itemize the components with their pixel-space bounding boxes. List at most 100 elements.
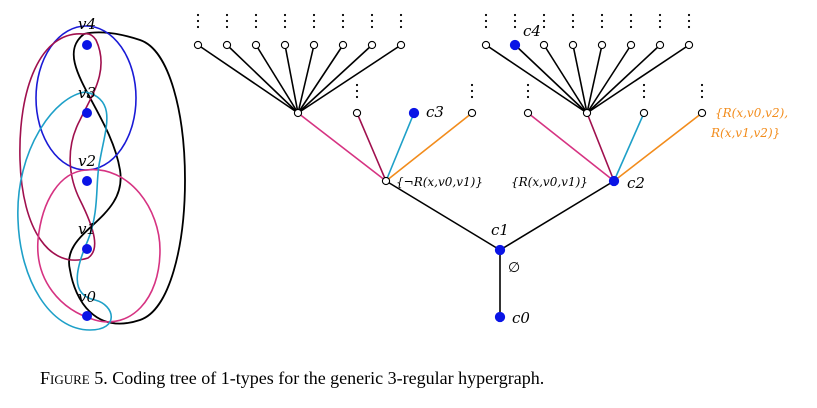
node-label-c0: c0 xyxy=(512,309,530,327)
leaf-ellipsis xyxy=(470,95,474,99)
edge-right-fan-3 xyxy=(572,44,588,114)
vertex-v2 xyxy=(82,176,92,186)
edge-label-orange-line1: {R(x,v0,v2), xyxy=(715,106,788,120)
edge-left-fan-4 xyxy=(297,44,315,114)
leaf-ellipsis xyxy=(355,83,359,87)
fan-ellipsis xyxy=(370,25,374,29)
vertex-label-v2: v2 xyxy=(78,152,96,170)
fan-ellipsis xyxy=(542,13,546,17)
fan-ellipsis xyxy=(687,25,691,29)
fan-ellipsis xyxy=(370,13,374,17)
tree-node-left-child-0 xyxy=(293,108,303,118)
tree-node-right-fan-3 xyxy=(568,40,578,50)
fan-ellipsis xyxy=(687,13,691,17)
fan-ellipsis xyxy=(225,19,229,23)
fan-ellipsis xyxy=(542,25,546,29)
fan-ellipsis xyxy=(484,13,488,17)
crimson-hyperedge-curve xyxy=(19,32,102,261)
tree-node-right-child-2 xyxy=(639,108,649,118)
fan-ellipsis xyxy=(254,19,258,23)
fan-ellipsis xyxy=(658,25,662,29)
edge-label-orange-line2: R(x,v1,v2)} xyxy=(710,126,780,140)
edge-left-fan-2 xyxy=(255,44,299,114)
fan-ellipsis xyxy=(283,13,287,17)
fan-ellipsis xyxy=(600,25,604,29)
edge-c1-left xyxy=(385,180,501,251)
tree-node-left-fan-7 xyxy=(396,40,406,50)
pink-hyperedge-curve xyxy=(37,168,161,323)
fan-ellipsis xyxy=(341,25,345,29)
leaf-ellipsis xyxy=(470,83,474,87)
tree-node-c3 xyxy=(408,107,420,119)
node-label-c3: c3 xyxy=(426,103,444,121)
leaf-ellipsis xyxy=(642,89,646,93)
vertex-v4 xyxy=(82,40,92,50)
tree-ellipses xyxy=(196,13,704,99)
edge-left-fan-5 xyxy=(297,44,344,114)
leaf-ellipsis xyxy=(355,89,359,93)
fan-ellipsis xyxy=(542,19,546,23)
fan-ellipsis xyxy=(600,19,604,23)
leaf-ellipsis xyxy=(470,89,474,93)
fan-ellipsis xyxy=(312,13,316,17)
tree-node-right-fan-4 xyxy=(597,40,607,50)
edge-left-child-2 xyxy=(385,112,415,182)
edge-left-child-1 xyxy=(356,112,387,182)
tree-node-left-fan-1 xyxy=(222,40,232,50)
fan-ellipsis xyxy=(254,13,258,17)
cyan-hyperedge-curve xyxy=(17,91,112,331)
vertex-label-v0: v0 xyxy=(78,288,96,306)
edge-left-fan-0 xyxy=(197,44,299,114)
fan-ellipsis xyxy=(629,13,633,17)
tree-node-right-child-3 xyxy=(697,108,707,118)
tree-node-right-fan-6 xyxy=(655,40,665,50)
edge-c1-c2 xyxy=(499,180,615,251)
leaf-ellipsis xyxy=(526,95,530,99)
edge-label-empty-set: ∅ xyxy=(508,260,520,276)
edge-right-fan-4 xyxy=(586,44,603,114)
edge-right-fan-2 xyxy=(543,44,588,114)
tree-node-left-fan-4 xyxy=(309,40,319,50)
fan-ellipsis xyxy=(225,13,229,17)
leaf-ellipsis xyxy=(642,95,646,99)
fan-ellipsis xyxy=(283,25,287,29)
fan-ellipsis xyxy=(513,19,517,23)
tree-node-right-fan-0 xyxy=(481,40,491,50)
tree-node-c4 xyxy=(509,39,521,51)
fan-ellipsis xyxy=(484,25,488,29)
fan-ellipsis xyxy=(629,25,633,29)
vertex-v0 xyxy=(82,311,92,321)
edge-left-fan-7 xyxy=(297,44,402,114)
tree-node-c2 xyxy=(608,175,620,187)
caption-text: Coding tree of 1-types for the generic 3… xyxy=(112,368,545,388)
tree-node-right-fan-5 xyxy=(626,40,636,50)
tree-node-c1 xyxy=(494,244,506,256)
vertex-label-v3: v3 xyxy=(78,84,96,102)
fan-ellipsis xyxy=(196,19,200,23)
edge-label-positive: {R(x,v0,v1)} xyxy=(511,175,588,189)
hypergraph-drawing: v4 v3 v2 v1 v0 xyxy=(17,15,186,331)
fan-ellipsis xyxy=(658,19,662,23)
tree-node-left-fan-5 xyxy=(338,40,348,50)
edge-right-fan-1 xyxy=(514,44,588,114)
edge-left-fan-1 xyxy=(226,44,299,114)
edge-right-child-0 xyxy=(527,112,615,182)
vertex-v1 xyxy=(82,244,92,254)
tree-nodes xyxy=(193,39,707,323)
tree-node-left-child-3 xyxy=(467,108,477,118)
tree-node-left-child-1 xyxy=(352,108,362,118)
fan-ellipsis xyxy=(399,13,403,17)
fan-ellipsis xyxy=(600,13,604,17)
tree-node-right-fan-2 xyxy=(539,40,549,50)
fan-ellipsis xyxy=(658,13,662,17)
fan-ellipsis xyxy=(629,19,633,23)
fan-ellipsis xyxy=(196,13,200,17)
leaf-ellipsis xyxy=(700,89,704,93)
edge-right-fan-0 xyxy=(485,44,588,114)
fan-ellipsis xyxy=(399,25,403,29)
tree-edges xyxy=(197,44,703,317)
edge-right-child-3 xyxy=(613,112,703,182)
edge-left-child-3 xyxy=(385,112,473,182)
node-label-c2: c2 xyxy=(627,174,645,192)
vertex-label-v4: v4 xyxy=(78,15,96,33)
